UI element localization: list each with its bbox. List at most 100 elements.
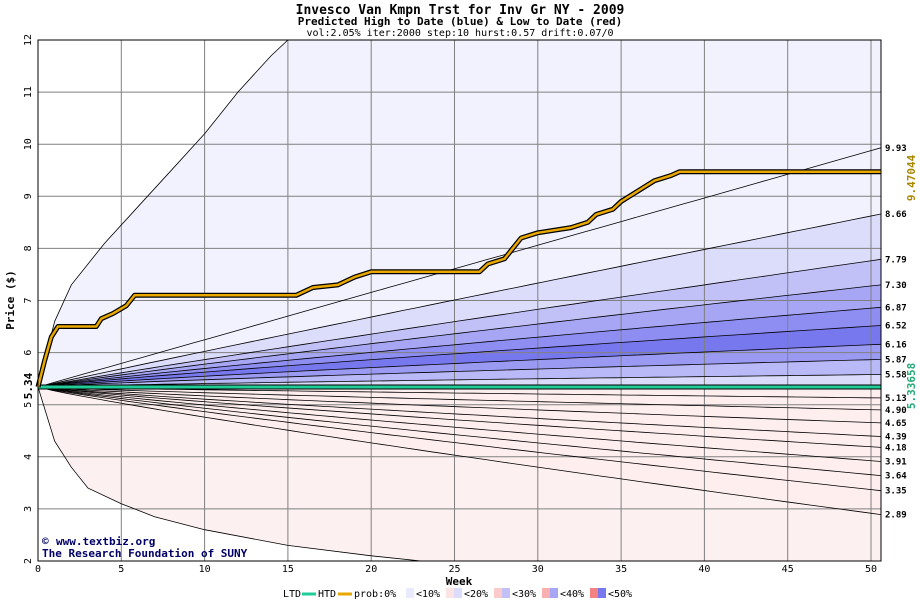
chart-subtitle: Predicted High to Date (blue) & Low to D… [298, 15, 623, 28]
contour-lines [38, 40, 881, 561]
legend-bin-swatch-high-1 [454, 588, 462, 598]
end-label-11: 4.65 [885, 419, 907, 429]
y-tick-2: 2 [23, 558, 34, 564]
end-label-14: 3.91 [885, 457, 907, 467]
contour-low-4 [38, 386, 881, 448]
end-label-17: 2.89 [885, 511, 907, 521]
start-price-label: 5.34 [22, 372, 35, 399]
grid [37, 39, 881, 562]
contour-low-7 [38, 386, 881, 492]
end-label-9: 5.13 [885, 394, 907, 404]
chart-title: Invesco Van Kmpn Trst for Inv Gr NY - 20… [296, 3, 625, 18]
legend-bin-swatch-low-3 [542, 588, 550, 598]
copyright-symbol: © [42, 535, 49, 548]
legend-bin-swatch-low-1 [446, 588, 454, 598]
contour-low-8 [38, 386, 881, 515]
legend-bin-swatch-high-4 [598, 588, 606, 598]
legend-bin-label-4: <50% [608, 589, 632, 600]
y-tick-7: 7 [23, 297, 34, 303]
legend: LTD HTD prob:0% <10% <20% <30% <40% <50% [283, 588, 632, 600]
contour-high-0 [38, 147, 881, 388]
chart-params: vol:2.05% iter:2000 step:10 hurst:0.57 d… [306, 28, 613, 39]
legend-bin-swatch-high-2 [502, 588, 510, 598]
x-axis-label: Week [446, 575, 473, 588]
legend-bin-swatch-low-4 [590, 588, 598, 598]
x-tick-45: 45 [782, 564, 794, 575]
x-tick-40: 40 [698, 564, 710, 575]
contour-high-4 [38, 306, 881, 388]
end-label-0: 9.93 [885, 144, 907, 154]
legend-bin-label-1: <20% [464, 589, 488, 600]
y-tick-4: 4 [23, 454, 34, 460]
x-tick-35: 35 [615, 564, 627, 575]
end-label-8: 5.58 [885, 370, 907, 380]
contour-high-6 [38, 343, 881, 388]
contour-high-5 [38, 325, 881, 388]
end-label-7: 5.87 [885, 355, 907, 365]
legend-bin-swatch-high-0 [406, 588, 414, 598]
contour-low-outer [38, 386, 422, 561]
ltd-final-label: 5.33658 [905, 363, 918, 409]
contour-high-1 [38, 213, 881, 388]
end-label-12: 4.39 [885, 432, 907, 442]
end-label-13: 4.18 [885, 443, 907, 453]
credits: © www.textbiz.org The Research Foundatio… [42, 535, 248, 560]
band-low-8 [38, 387, 881, 515]
x-tick-50: 50 [865, 564, 877, 575]
y-axis-label: Price ($) [4, 270, 17, 330]
y-tick-8: 8 [23, 245, 34, 251]
contour-high-2 [38, 258, 881, 388]
x-tick-20: 20 [365, 564, 377, 575]
legend-bin-label-2: <30% [512, 589, 536, 600]
contour-low-1 [38, 386, 881, 411]
legend-htd-label: HTD [318, 589, 336, 600]
end-label-15: 3.64 [885, 472, 907, 482]
contour-low-3 [38, 386, 881, 437]
end-label-10: 4.90 [885, 406, 907, 416]
x-tick-25: 25 [448, 564, 460, 575]
credit-org: The Research Foundation of SUNY [42, 547, 248, 560]
y-tick-9: 9 [23, 193, 34, 199]
end-label-5: 6.52 [885, 322, 907, 332]
legend-bin-swatch-low-2 [494, 588, 502, 598]
contour-high-8 [38, 374, 881, 388]
legend-prob-label: prob:0% [354, 589, 396, 600]
contour-high-outer [38, 40, 289, 388]
plot-frame [37, 39, 882, 562]
y-tick-12: 12 [23, 34, 34, 46]
contour-end-labels: 9.93 8.66 7.79 7.30 6.87 6.52 6.16 5.87 5.58 5.13… [885, 144, 907, 521]
contour-low-5 [38, 386, 881, 462]
series [35, 169, 881, 390]
htd-final-label: 9.47044 [905, 154, 918, 201]
legend-bin-label-0: <10% [416, 589, 440, 600]
legend-bin-swatch-low-0 [398, 588, 406, 598]
y-tick-labels: 2 3 4 5 6 7 8 9 10 11 12 [23, 34, 34, 564]
contour-low-6 [38, 386, 881, 476]
x-tick-labels: 0 5 10 15 20 25 30 35 40 45 50 [35, 564, 877, 575]
legend-bin-label-3: <40% [560, 589, 584, 600]
contour-low-2 [38, 386, 881, 424]
contour-high-7 [38, 359, 881, 388]
credit-site: www.textbiz.org [56, 535, 155, 548]
end-label-1: 8.66 [885, 210, 907, 220]
legend-bin-swatch-high-3 [550, 588, 558, 598]
y-tick-3: 3 [23, 506, 34, 512]
end-label-3: 7.30 [885, 281, 907, 291]
x-tick-30: 30 [532, 564, 544, 575]
band-high-8 [38, 374, 881, 387]
htd-line [36, 170, 881, 388]
y-tick-11: 11 [23, 86, 34, 98]
end-label-2: 7.79 [885, 255, 907, 265]
contour-high-3 [38, 284, 881, 388]
legend-ltd-label: LTD [283, 589, 301, 600]
x-tick-5: 5 [118, 564, 124, 575]
y-tick-6: 6 [23, 350, 34, 356]
y-tick-5: 5 [23, 402, 34, 408]
x-tick-10: 10 [199, 564, 211, 575]
end-label-4: 6.87 [885, 303, 907, 313]
x-tick-15: 15 [282, 564, 294, 575]
legend-bins: <10% <20% <30% <40% <50% [398, 588, 632, 600]
y-tick-10: 10 [23, 138, 34, 150]
end-label-6: 6.16 [885, 340, 907, 350]
